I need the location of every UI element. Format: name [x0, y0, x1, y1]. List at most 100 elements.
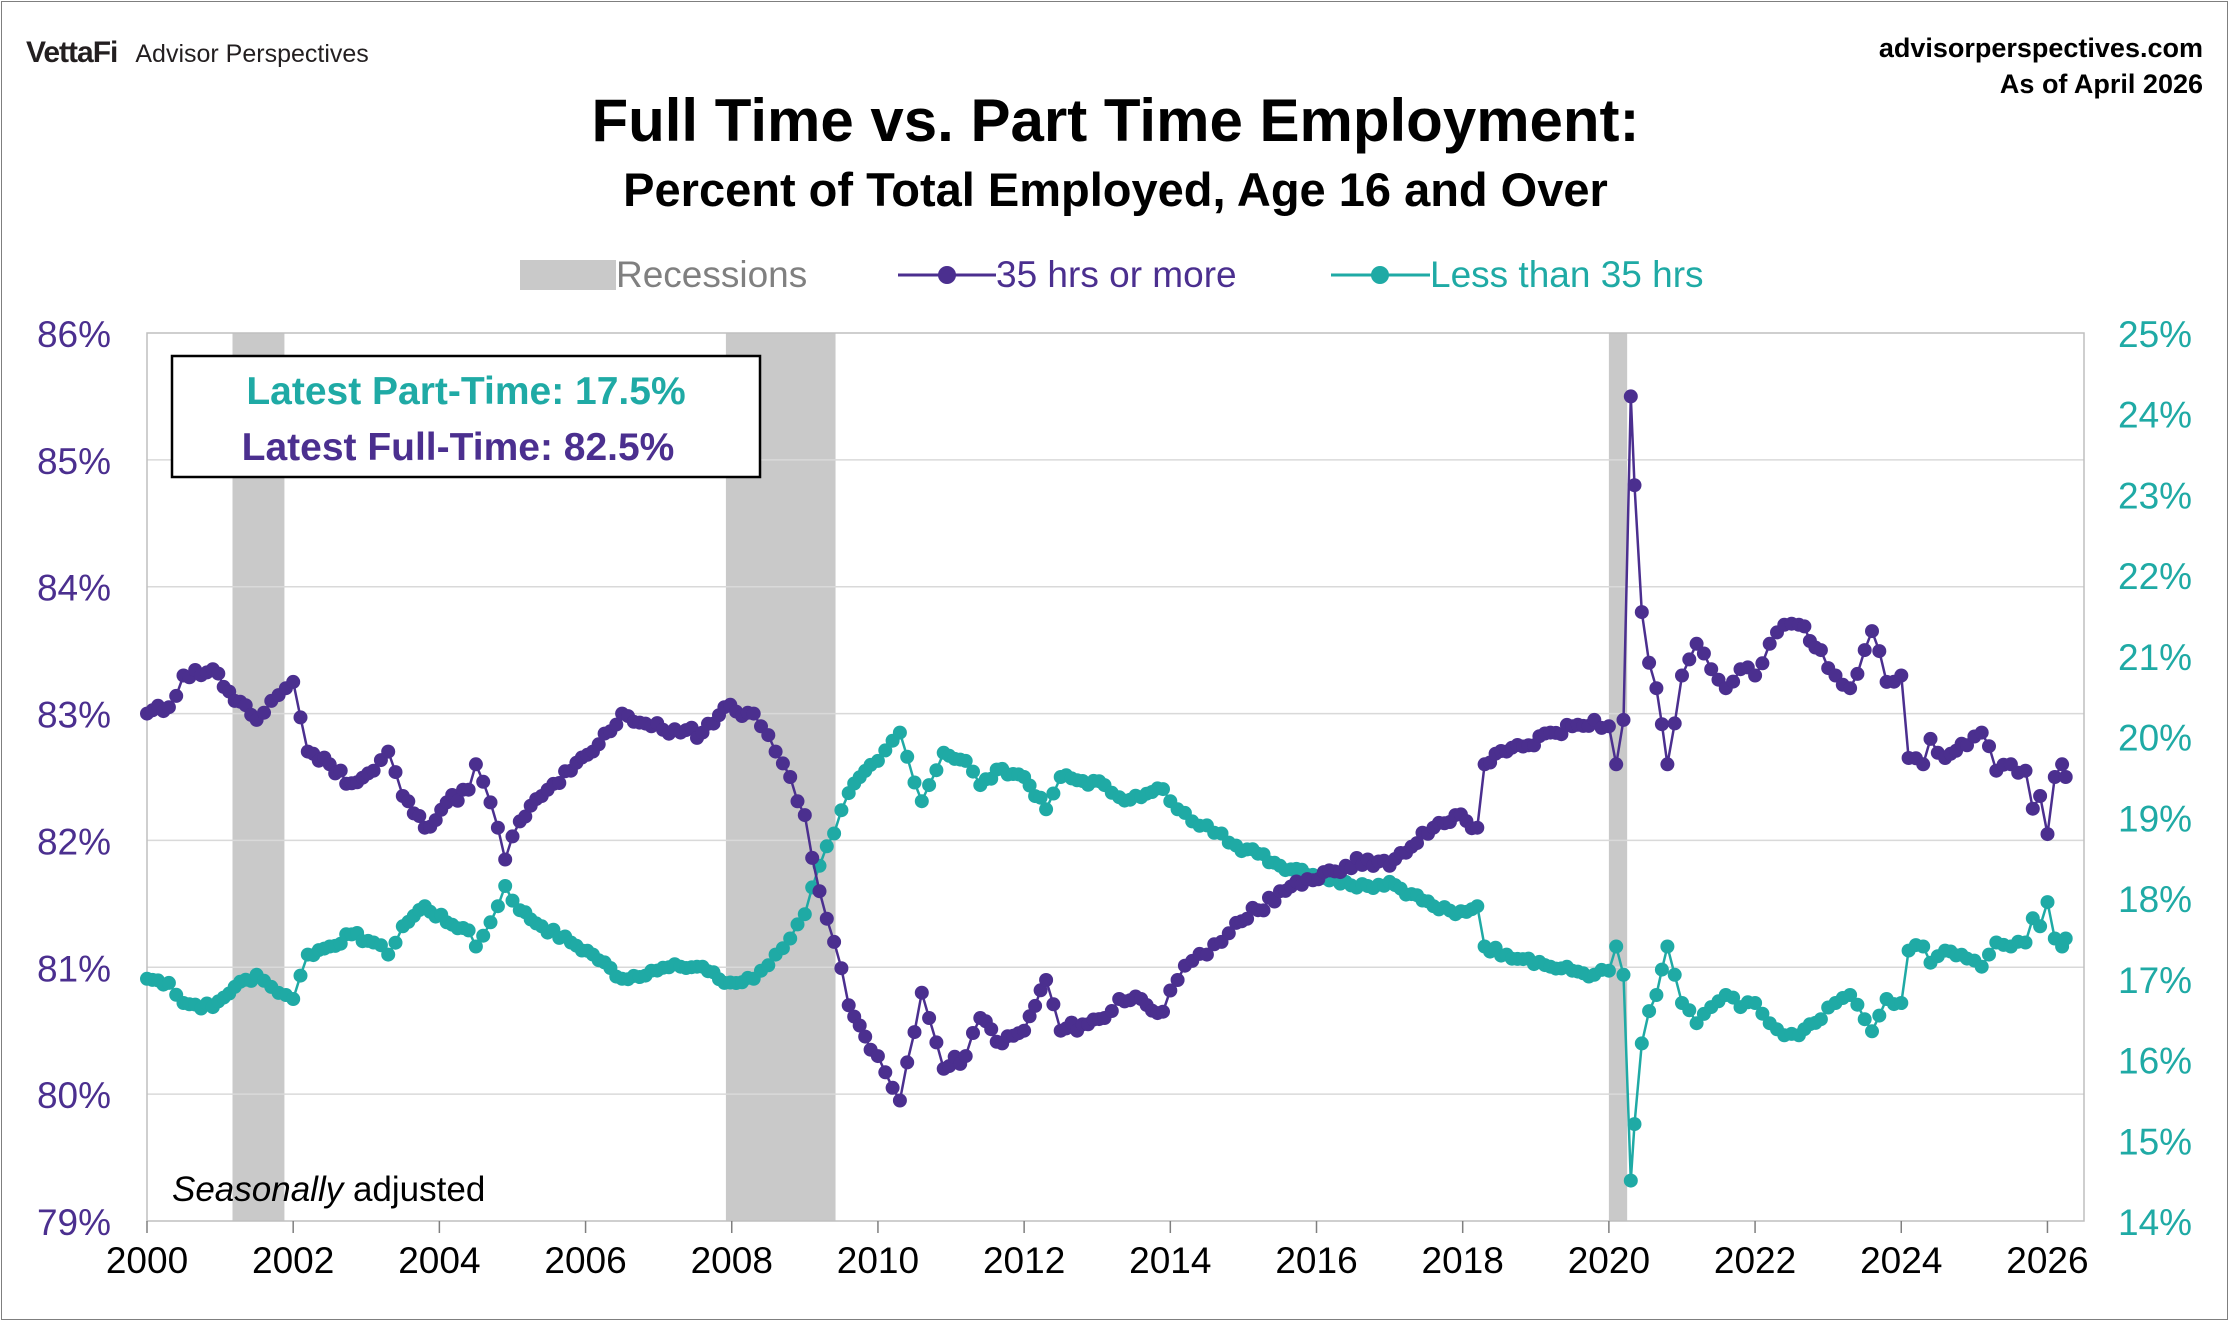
- data-point: [1872, 1008, 1887, 1023]
- data-point: [591, 737, 606, 752]
- legend-full-marker: [938, 266, 956, 284]
- data-point: [552, 776, 567, 790]
- data-point: [1675, 668, 1689, 683]
- data-point: [1642, 655, 1657, 670]
- x-tick-label: 2006: [544, 1240, 626, 1281]
- data-point: [2033, 789, 2048, 803]
- data-point: [966, 1026, 980, 1040]
- data-point: [1660, 939, 1675, 954]
- data-point: [1267, 894, 1282, 909]
- data-point: [1682, 652, 1697, 667]
- data-point: [1033, 790, 1048, 805]
- data-point: [907, 775, 922, 790]
- legend-recession-swatch: [520, 260, 616, 290]
- data-point: [2033, 919, 2048, 934]
- data-point: [1156, 1004, 1170, 1019]
- data-point: [1017, 1023, 1032, 1038]
- data-point: [1623, 389, 1638, 404]
- y-right-tick-label: 17%: [2118, 960, 2192, 1001]
- data-point: [1634, 605, 1649, 620]
- data-point: [1033, 983, 1048, 998]
- data-point: [2040, 827, 2055, 842]
- data-point: [797, 907, 812, 922]
- vettafi-logo: VettaFi: [26, 36, 118, 69]
- data-point: [161, 975, 176, 990]
- x-tick-label: 2010: [837, 1240, 919, 1281]
- data-point: [1755, 1006, 1770, 1021]
- data-point: [1410, 836, 1424, 851]
- data-point: [984, 1022, 999, 1037]
- data-point: [257, 705, 271, 720]
- data-point: [401, 794, 416, 809]
- brand: VettaFi Advisor Perspectives: [26, 36, 369, 70]
- data-point: [609, 717, 624, 732]
- latest-part-time: Latest Part-Time: 17.5%: [246, 370, 685, 413]
- data-point: [1039, 802, 1054, 817]
- data-point: [819, 911, 834, 926]
- data-point: [1256, 903, 1271, 918]
- data-point: [834, 803, 849, 818]
- data-point: [900, 1055, 915, 1070]
- data-point: [1616, 967, 1631, 982]
- y-left-tick-label: 82%: [37, 821, 111, 862]
- data-point: [900, 749, 915, 764]
- data-point: [958, 1049, 973, 1064]
- data-point: [929, 1035, 944, 1050]
- data-point: [1865, 1024, 1879, 1039]
- data-point: [476, 774, 491, 789]
- data-point: [841, 998, 856, 1013]
- x-tick-label: 2000: [106, 1240, 188, 1281]
- x-axis: 2000 2002 2004 2006 2008 2010 2012 2014 2016 2018…: [106, 1221, 2089, 1281]
- data-point: [914, 794, 929, 809]
- data-point: [1974, 959, 1989, 974]
- data-point: [1221, 926, 1236, 941]
- data-point: [1046, 997, 1061, 1012]
- data-point: [1039, 973, 1054, 987]
- data-point: [1046, 786, 1061, 801]
- y-right-tick-label: 15%: [2118, 1121, 2192, 1162]
- data-point: [885, 1080, 900, 1095]
- data-point: [483, 915, 498, 930]
- data-point: [1022, 778, 1037, 793]
- data-point: [211, 666, 226, 681]
- data-point: [1660, 757, 1675, 772]
- data-point: [1755, 656, 1770, 671]
- data-point: [381, 947, 396, 962]
- data-point: [1667, 967, 1682, 982]
- data-point: [1894, 668, 1909, 683]
- data-point: [1682, 1003, 1697, 1018]
- data-point: [783, 931, 798, 946]
- data-point: [1654, 717, 1669, 732]
- data-point: [892, 725, 907, 740]
- data-point: [333, 763, 348, 778]
- data-point: [1609, 757, 1624, 772]
- data-point: [461, 923, 476, 938]
- data-point: [852, 1018, 867, 1033]
- data-point: [775, 756, 790, 771]
- data-point: [1627, 1117, 1642, 1132]
- x-tick-label: 2024: [1860, 1240, 1942, 1281]
- data-point: [381, 744, 396, 759]
- data-point: [1843, 988, 1858, 1002]
- data-point: [293, 968, 308, 983]
- site-info: advisorperspectives.com As of April 2026: [1879, 30, 2203, 102]
- data-point: [1104, 1004, 1119, 1018]
- data-point: [1704, 662, 1719, 677]
- x-tick-label: 2004: [398, 1240, 480, 1281]
- data-point: [2018, 763, 2033, 778]
- y-left-tick-label: 84%: [37, 568, 111, 609]
- data-point: [1649, 681, 1664, 696]
- data-point: [922, 778, 937, 793]
- y-left-tick-label: 85%: [37, 441, 111, 482]
- data-point: [468, 757, 483, 772]
- data-point: [870, 753, 885, 768]
- data-point: [1163, 983, 1178, 998]
- x-tick-label: 2018: [1422, 1240, 1504, 1281]
- plot-area: [146, 332, 2085, 1222]
- data-point: [483, 795, 498, 810]
- chart-title: Full Time vs. Part Time Employment:: [591, 87, 1640, 154]
- annotation-border: [170, 354, 762, 479]
- data-point: [476, 928, 491, 943]
- data-point: [858, 1029, 873, 1044]
